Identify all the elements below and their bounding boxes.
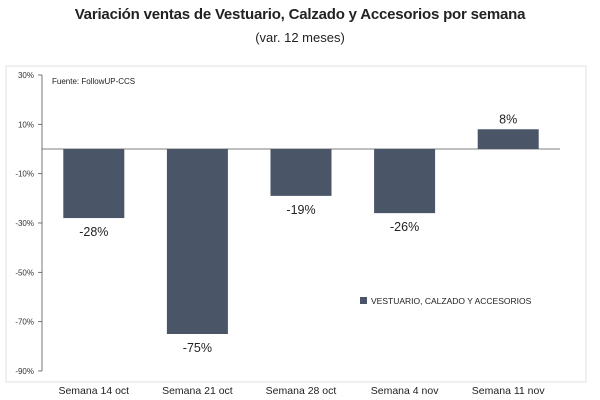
data-label: -26%: [390, 220, 419, 234]
category-label: Semana 14 oct: [58, 385, 129, 397]
y-tick-label: -10%: [15, 170, 34, 179]
category-label: Semana 11 nov: [472, 385, 546, 397]
data-label: 8%: [499, 112, 517, 126]
source-label: Fuente: FollowUP-CCS: [52, 77, 135, 86]
plot-frame: [5, 65, 587, 383]
y-tick-label: -90%: [15, 367, 34, 376]
chart-subtitle: (var. 12 meses): [255, 30, 345, 45]
data-label: -75%: [183, 341, 212, 355]
y-tick-label: 10%: [18, 120, 34, 129]
bar: [374, 149, 436, 214]
y-tick-label: -70%: [15, 318, 34, 327]
category-label: Semana 21 oct: [162, 385, 233, 397]
legend-label: VESTUARIO, CALZADO Y ACCESORIOS: [371, 296, 532, 306]
chart-title: Variación ventas de Vestuario, Calzado y…: [74, 6, 526, 23]
bar: [166, 149, 228, 334]
legend-swatch: [360, 297, 367, 304]
y-tick-label: -50%: [15, 268, 34, 277]
bar: [63, 149, 125, 219]
category-label: Semana 28 oct: [266, 385, 337, 397]
bar: [270, 149, 332, 196]
y-tick-label: -30%: [15, 219, 34, 228]
data-label: -28%: [79, 225, 108, 239]
bar: [477, 129, 539, 149]
data-label: -19%: [286, 203, 315, 217]
category-label: Semana 4 nov: [371, 385, 439, 397]
y-tick-label: 30%: [18, 71, 34, 80]
